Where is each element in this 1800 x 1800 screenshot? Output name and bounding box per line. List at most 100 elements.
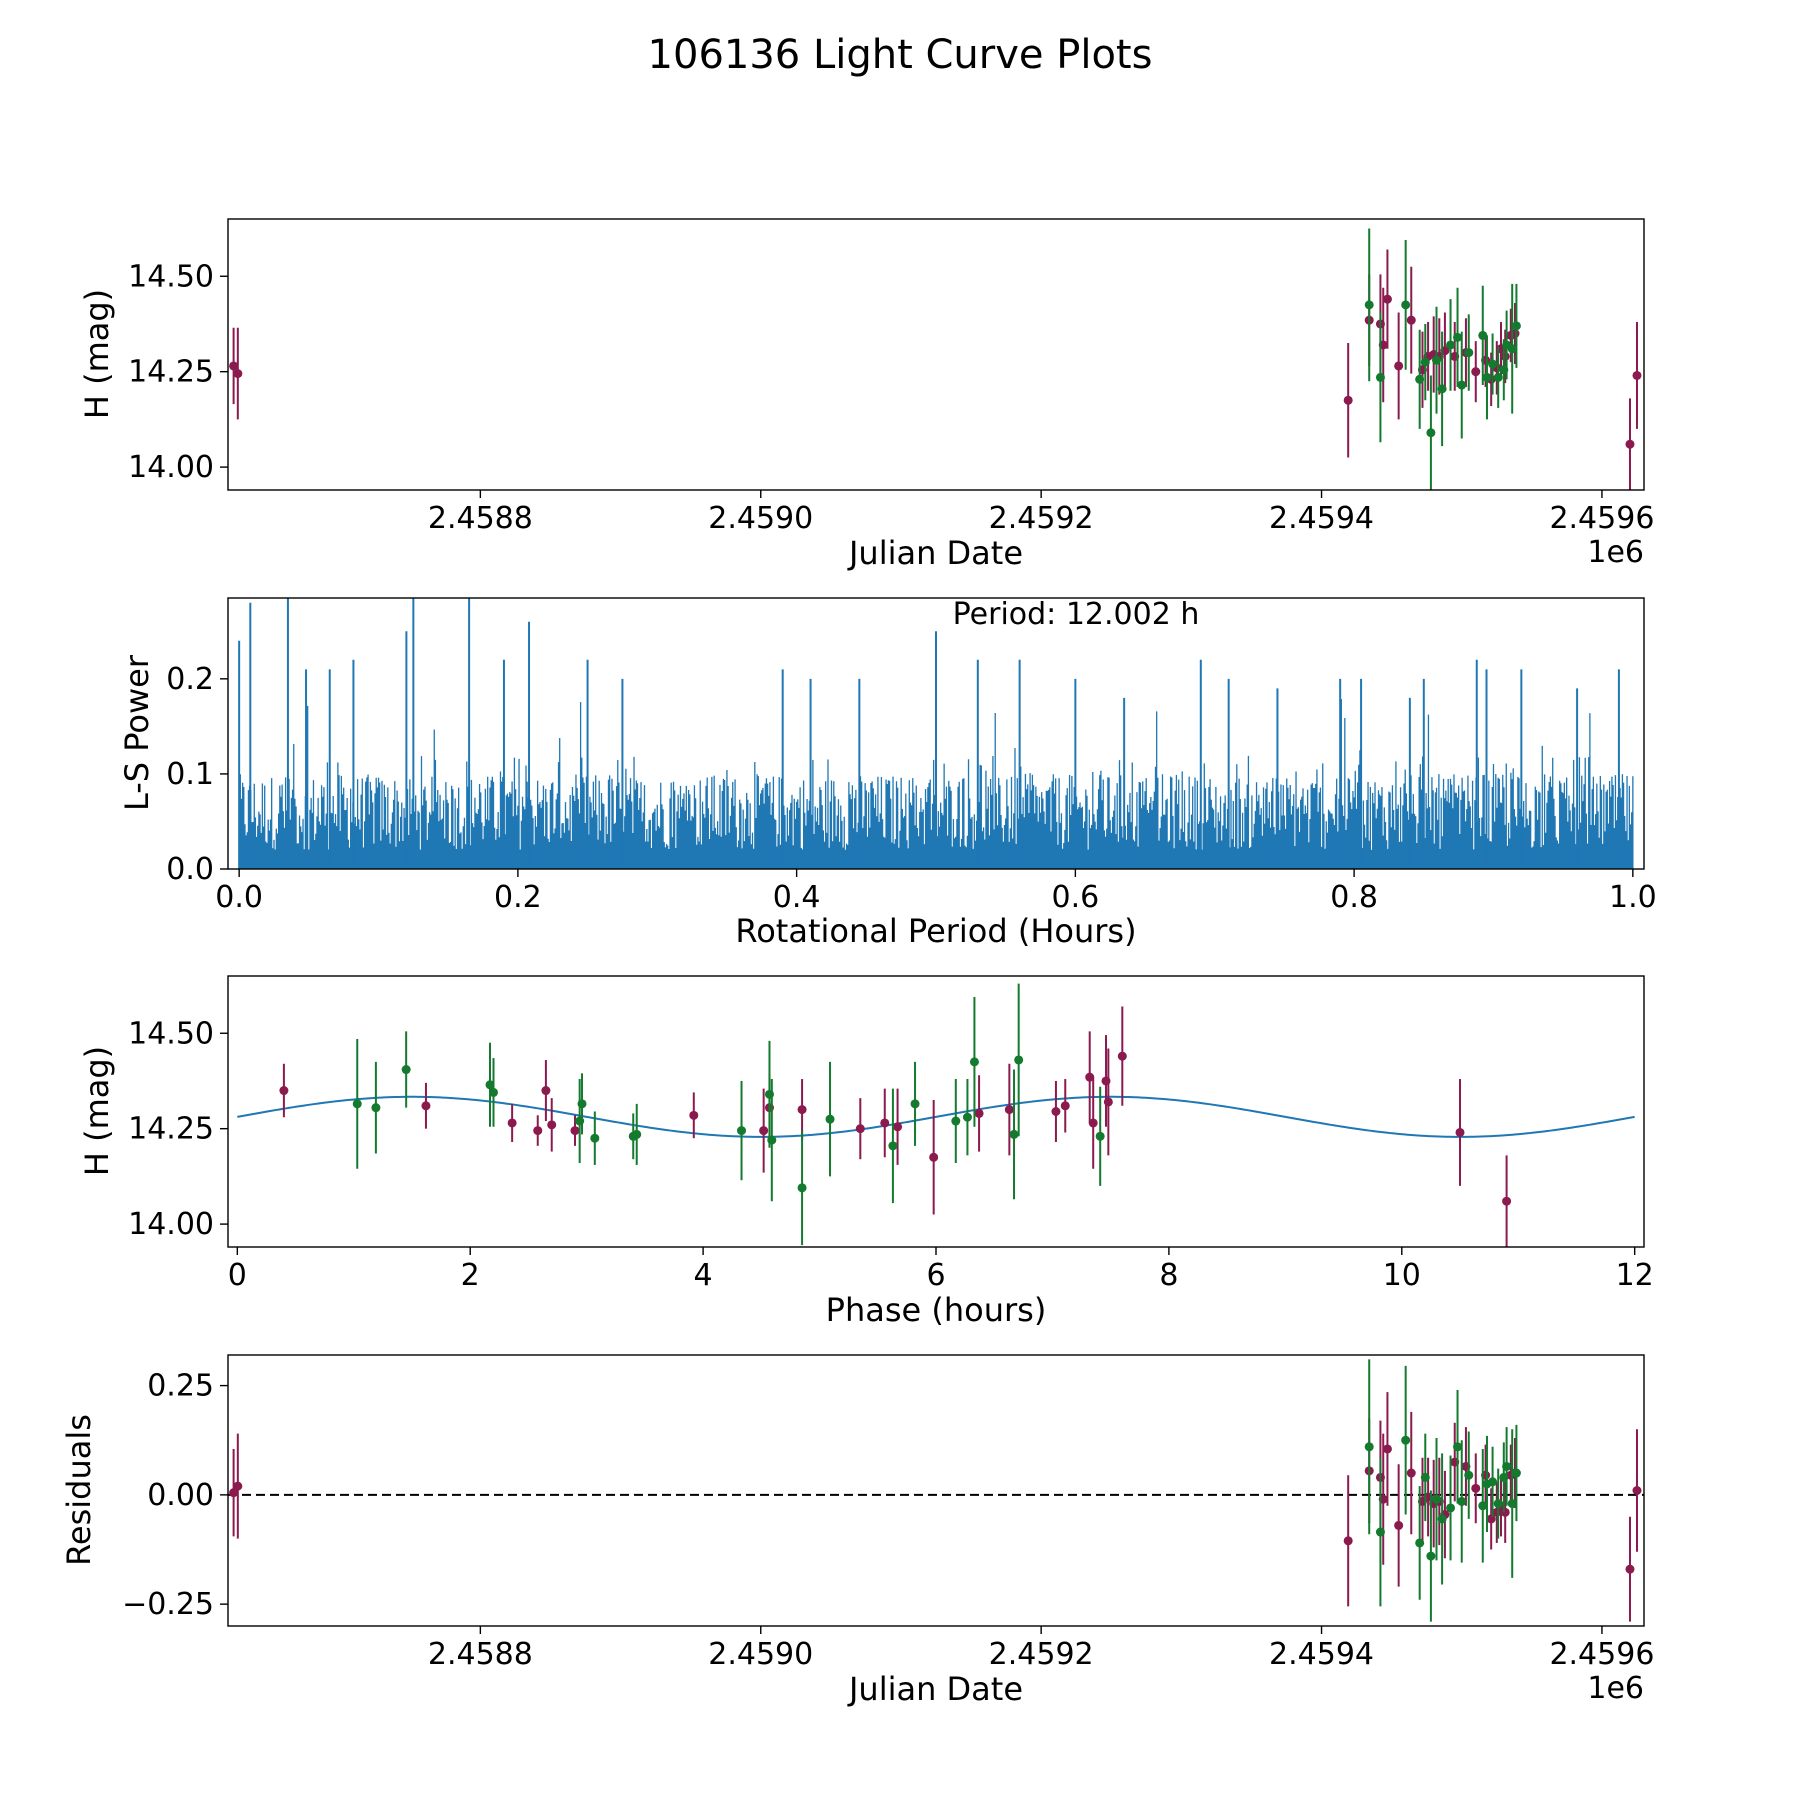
phased-x-ticks: 0 2 4 6 8 10 12 — [228, 1247, 1654, 1293]
data-point — [1375, 372, 1385, 382]
data-point — [1394, 1520, 1404, 1530]
data-point — [1382, 1444, 1392, 1454]
periodogram-x-axis-label: Rotational Period (Hours) — [735, 912, 1136, 950]
x-tick-label: 2.4592 — [989, 501, 1094, 536]
data-point — [632, 1129, 642, 1139]
light-curve-x-axis-label: Julian Date — [847, 534, 1023, 572]
data-point — [489, 1087, 498, 1097]
periodogram-x-ticks: 0.0 0.2 0.4 0.6 0.8 1.0 — [215, 869, 1657, 915]
x-tick-label: 2.4596 — [1549, 1637, 1654, 1672]
data-point — [1500, 351, 1510, 361]
data-point — [1088, 1118, 1098, 1128]
y-tick-label: 0.00 — [147, 1478, 214, 1513]
data-point — [1004, 1105, 1014, 1115]
y-tick-label: 14.50 — [128, 259, 214, 294]
data-point — [1406, 315, 1416, 325]
phased-marks — [237, 983, 1635, 1247]
data-point — [1343, 1536, 1353, 1546]
data-point — [1625, 439, 1635, 449]
periodogram-panel: 0.0 0.2 0.4 0.6 0.8 1.0 0.0 0.1 0.2 Period: 12.… — [118, 597, 1657, 950]
light-curve-x-ticks: 2.4588 2.4590 2.4592 2.4594 2.4596 — [428, 490, 1654, 536]
data-point — [1493, 1499, 1503, 1509]
data-point — [855, 1124, 865, 1134]
data-point — [1464, 1470, 1474, 1480]
data-point — [1014, 1055, 1024, 1065]
data-point — [1117, 1051, 1127, 1061]
data-point — [1343, 395, 1353, 405]
data-point — [1511, 321, 1521, 331]
data-point — [1103, 1097, 1113, 1107]
x-tick-label: 0.4 — [773, 880, 821, 915]
data-point — [1502, 1461, 1512, 1471]
data-point — [1415, 1538, 1425, 1548]
x-tick-label: 1.0 — [1609, 880, 1657, 915]
y-tick-label: 14.00 — [128, 1207, 214, 1242]
x-tick-label: 0.0 — [215, 880, 263, 915]
data-point — [1432, 1494, 1442, 1504]
data-point — [910, 1099, 920, 1109]
data-point — [547, 1120, 557, 1130]
residuals-marks — [228, 1359, 1644, 1622]
data-point — [401, 1065, 411, 1075]
data-point — [888, 1141, 898, 1151]
light-curve-x-offset-label: 1e6 — [1587, 535, 1644, 570]
data-point — [1453, 1442, 1463, 1452]
x-tick-label: 4 — [694, 1258, 713, 1293]
periodogram-y-axis-label: L-S Power — [118, 654, 156, 811]
data-point — [1478, 1501, 1488, 1511]
x-tick-label: 0.8 — [1330, 880, 1378, 915]
data-point — [689, 1110, 699, 1120]
x-tick-label: 10 — [1383, 1258, 1421, 1293]
data-point — [797, 1105, 807, 1115]
x-tick-label: 2.4596 — [1549, 501, 1654, 536]
data-point — [797, 1183, 807, 1193]
phased-y-ticks: 14.00 14.25 14.50 — [128, 1016, 228, 1242]
data-point — [1488, 359, 1498, 369]
phased-x-axis-label: Phase (hours) — [826, 1291, 1047, 1329]
x-tick-label: 2.4594 — [1269, 1637, 1374, 1672]
data-point — [1432, 355, 1442, 365]
data-point — [1632, 1486, 1642, 1495]
data-point — [1471, 367, 1481, 377]
x-tick-label: 2.4590 — [708, 1637, 813, 1672]
data-point — [1420, 1472, 1430, 1482]
data-point — [1478, 330, 1488, 340]
data-point — [1502, 1196, 1512, 1206]
fit-curve — [237, 1095, 1635, 1138]
x-tick-label: 0.6 — [1052, 880, 1100, 915]
x-tick-label: 0.2 — [494, 880, 542, 915]
y-tick-label: 0.1 — [166, 757, 214, 792]
data-point — [1446, 1503, 1456, 1513]
residuals-y-ticks: −0.25 0.00 0.25 — [122, 1369, 228, 1622]
x-tick-label: 0 — [228, 1258, 247, 1293]
y-tick-label: 14.50 — [128, 1016, 214, 1051]
periodogram-marks — [238, 598, 1634, 870]
phased-y-axis-label: H (mag) — [78, 1046, 116, 1176]
y-tick-label: −0.25 — [122, 1587, 214, 1622]
y-tick-label: 14.25 — [128, 1112, 214, 1147]
data-point — [229, 361, 239, 371]
data-point — [1051, 1107, 1061, 1116]
data-point — [767, 1135, 777, 1145]
residuals-panel: 2.4588 2.4590 2.4592 2.4594 2.4596 −0.25 0.00… — [60, 1354, 1654, 1708]
data-point — [1507, 344, 1517, 354]
x-tick-label: 6 — [926, 1258, 945, 1293]
data-point — [1415, 374, 1425, 384]
data-point — [825, 1114, 835, 1124]
residuals-x-offset-label: 1e6 — [1587, 1671, 1644, 1706]
residuals-y-axis-label: Residuals — [60, 1414, 98, 1566]
data-point — [1406, 1468, 1416, 1478]
data-point — [759, 1126, 769, 1136]
data-point — [577, 1099, 587, 1109]
x-tick-label: 2.4588 — [428, 501, 533, 536]
data-point — [507, 1118, 517, 1128]
data-point — [229, 1488, 239, 1498]
y-tick-label: 14.25 — [128, 355, 214, 390]
light-curve-y-axis-label: H (mag) — [78, 289, 116, 419]
light-curve-marks — [229, 228, 1642, 490]
data-point — [1511, 1468, 1521, 1478]
residuals-x-axis-label: Julian Date — [847, 1670, 1023, 1708]
x-tick-label: 2 — [461, 1258, 480, 1293]
